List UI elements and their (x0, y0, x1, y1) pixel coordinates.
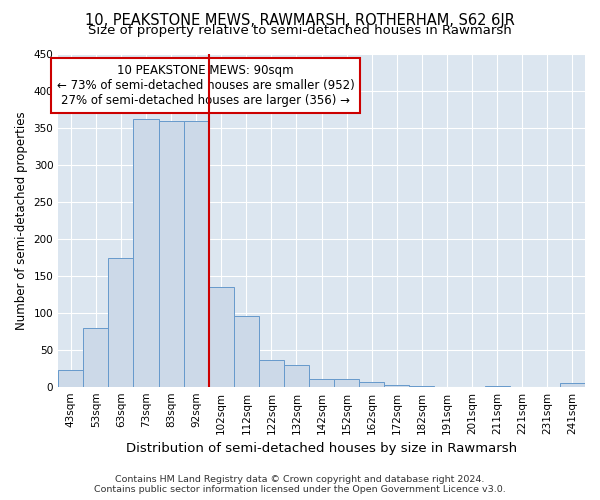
Bar (359, 382, 385, 386)
Bar (109, 258, 133, 386)
Text: Size of property relative to semi-detached houses in Rawmarsh: Size of property relative to semi-detach… (88, 24, 512, 37)
Bar (184, 120, 209, 386)
Bar (234, 316, 259, 386)
Bar (209, 287, 234, 386)
Y-axis label: Number of semi-detached properties: Number of semi-detached properties (15, 111, 28, 330)
Text: Contains HM Land Registry data © Crown copyright and database right 2024.
Contai: Contains HM Land Registry data © Crown c… (94, 474, 506, 494)
Text: 10, PEAKSTONE MEWS, RAWMARSH, ROTHERHAM, S62 6JR: 10, PEAKSTONE MEWS, RAWMARSH, ROTHERHAM,… (85, 12, 515, 28)
Text: 10 PEAKSTONE MEWS: 90sqm
← 73% of semi-detached houses are smaller (952)
27% of : 10 PEAKSTONE MEWS: 90sqm ← 73% of semi-d… (57, 64, 355, 107)
Bar (284, 365, 309, 386)
Bar (58, 370, 83, 386)
Bar (560, 383, 585, 386)
X-axis label: Distribution of semi-detached houses by size in Rawmarsh: Distribution of semi-detached houses by … (126, 442, 517, 455)
Bar (309, 380, 334, 386)
Bar (133, 119, 158, 386)
Bar (259, 360, 284, 386)
Bar (334, 380, 359, 386)
Bar (83, 328, 109, 386)
Bar (158, 120, 184, 386)
Bar (385, 385, 409, 386)
